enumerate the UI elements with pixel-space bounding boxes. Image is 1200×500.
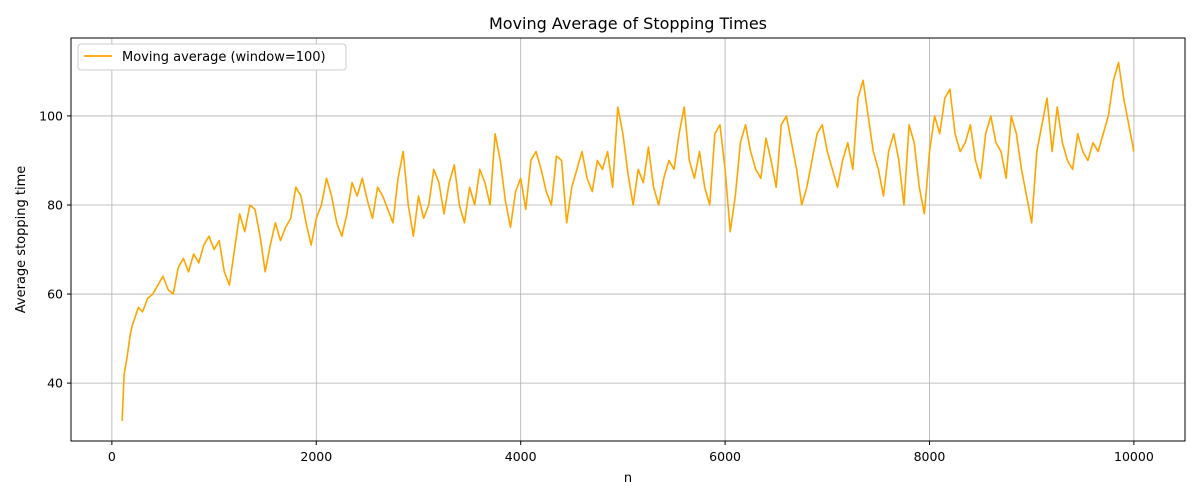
- chart-title: Moving Average of Stopping Times: [489, 14, 767, 33]
- y-axis-label: Average stopping time: [14, 166, 29, 313]
- x-tick-label: 2000: [300, 449, 332, 464]
- x-tick-label: 6000: [709, 449, 741, 464]
- y-tick-label: 80: [47, 197, 63, 212]
- legend-box: [77, 43, 347, 71]
- legend: Moving average (window=100): [77, 43, 347, 71]
- x-tick-label: 8000: [914, 449, 946, 464]
- plot-frame: [70, 37, 1186, 442]
- y-tick-label: 100: [39, 108, 63, 123]
- y-axis: 40 60 80 100: [39, 108, 71, 391]
- x-axis: 0 2000 4000 6000 8000 10000: [108, 441, 1154, 464]
- grid: [71, 38, 1185, 441]
- plot-area: [121, 61, 1135, 421]
- y-tick-label: 60: [47, 287, 63, 302]
- x-tick-label: 10000: [1114, 449, 1154, 464]
- x-axis-label: n: [624, 471, 632, 486]
- x-tick-label: 4000: [505, 449, 537, 464]
- series-line: [121, 61, 1135, 421]
- y-tick-label: 40: [47, 376, 63, 391]
- legend-label: Moving average (window=100): [122, 50, 326, 65]
- x-tick-label: 0: [108, 449, 116, 464]
